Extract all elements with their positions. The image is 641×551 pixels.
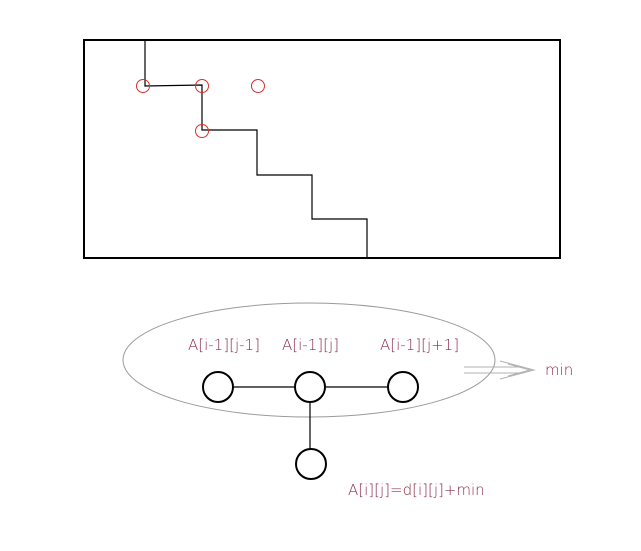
label-node-left: A[i-1][j-1] [188,336,260,354]
label-formula: A[i][j]=d[i][j]+min [348,481,485,499]
grid-frame [83,39,561,259]
marker-circle-2 [195,79,209,93]
node-mid [294,371,326,403]
marker-circle-3 [251,79,265,93]
label-node-mid: A[i-1][j] [282,336,339,354]
node-left [202,371,234,403]
label-min: min [545,361,573,379]
node-bottom [295,448,327,480]
marker-circle-4 [195,124,209,138]
staircase-path [144,40,368,258]
marker-circle-1 [136,79,150,93]
label-node-right: A[i-1][j+1] [380,336,459,354]
node-right [387,371,419,403]
candidate-group-ellipse [122,302,496,418]
double-arrow-icon [464,360,536,380]
